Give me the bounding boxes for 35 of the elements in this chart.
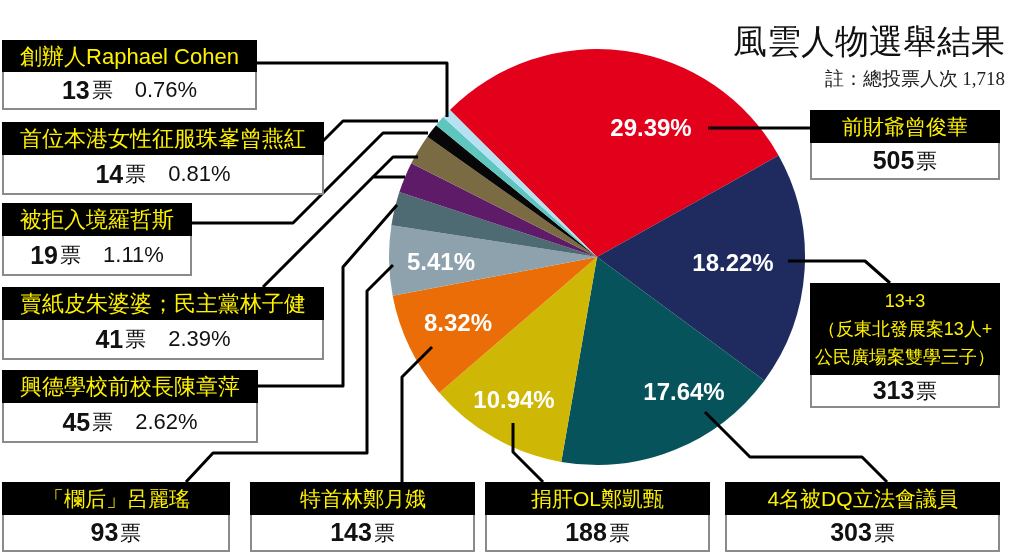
data-label: 14票 [95, 159, 147, 189]
data-label: 505票 [872, 146, 938, 175]
text: 8.32% [423, 308, 493, 336]
data-label: 93票 [90, 518, 142, 547]
text: 0.81% [168, 161, 231, 186]
slice-label: 13+3 （反東北發展案13人+ 公民廣場案雙學三子） [815, 290, 995, 369]
text: 0.76% [134, 77, 198, 102]
slice-label: 被拒入境羅哲斯 [20, 206, 174, 233]
text: 17.64% [643, 377, 725, 405]
text: 2.62% [135, 409, 198, 434]
text: 2.39% [168, 326, 231, 351]
slice-label: 捐肝OL鄭凱甄 [530, 486, 664, 512]
slice-label: 賣紙皮朱婆婆；民主黨林子健 [20, 290, 306, 317]
text: 10.94% [473, 385, 555, 413]
text: 5.41% [406, 247, 476, 275]
slice-label: 前財爺曾俊華 [842, 114, 968, 140]
data-label: 143票 [330, 518, 395, 547]
text: 1.11% [103, 242, 164, 267]
slice-label: 首位本港女性征服珠峯曾燕紅 [20, 125, 306, 152]
data-label: 188票 [565, 518, 630, 547]
data-label: 313票 [872, 376, 938, 405]
slice-label: 「欄后」呂麗瑤 [42, 486, 190, 512]
data-label: 19票 [30, 240, 82, 270]
slice-label: 創辦人Raphael Cohen [20, 42, 239, 70]
text: 註：總投票人次 1,718 [824, 67, 1005, 91]
slice-label: 4名被DQ立法會議員 [767, 486, 958, 512]
text: 18.22% [692, 248, 774, 276]
data-label: 41票 [95, 324, 147, 354]
data-label: 303票 [830, 518, 895, 547]
slice-label: 興德學校前校長陳章萍 [20, 373, 240, 400]
data-label: 45票 [62, 407, 114, 437]
slice-label: 特首林鄭月娥 [299, 486, 426, 512]
text: 29.39% [610, 113, 692, 141]
chart-title: 風雲人物選舉結果 [733, 21, 1005, 61]
data-label: 13票 [61, 75, 113, 105]
